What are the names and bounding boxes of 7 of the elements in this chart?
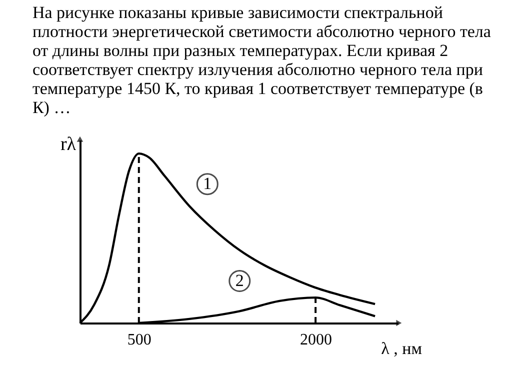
chart-title: На рисунке показаны кривые зависимости спектральной плотности энергетической светимости абсолютно черного тела от длины волны при разных температурах. Если кривая 2 соответствует спектру излучения абсолютно черного тела при температуре 1450 К, то кривая 1 соответствует температуре (в К) … (32, 3, 492, 117)
series-label: 2 (235, 270, 244, 290)
y-axis-title: rλ (60, 134, 77, 155)
series-label: 1 (203, 174, 212, 194)
x-axis-title: λ , нм (381, 339, 422, 358)
x-tick-label: 2000 (300, 332, 332, 348)
x-tick-label: 500 (127, 332, 152, 348)
